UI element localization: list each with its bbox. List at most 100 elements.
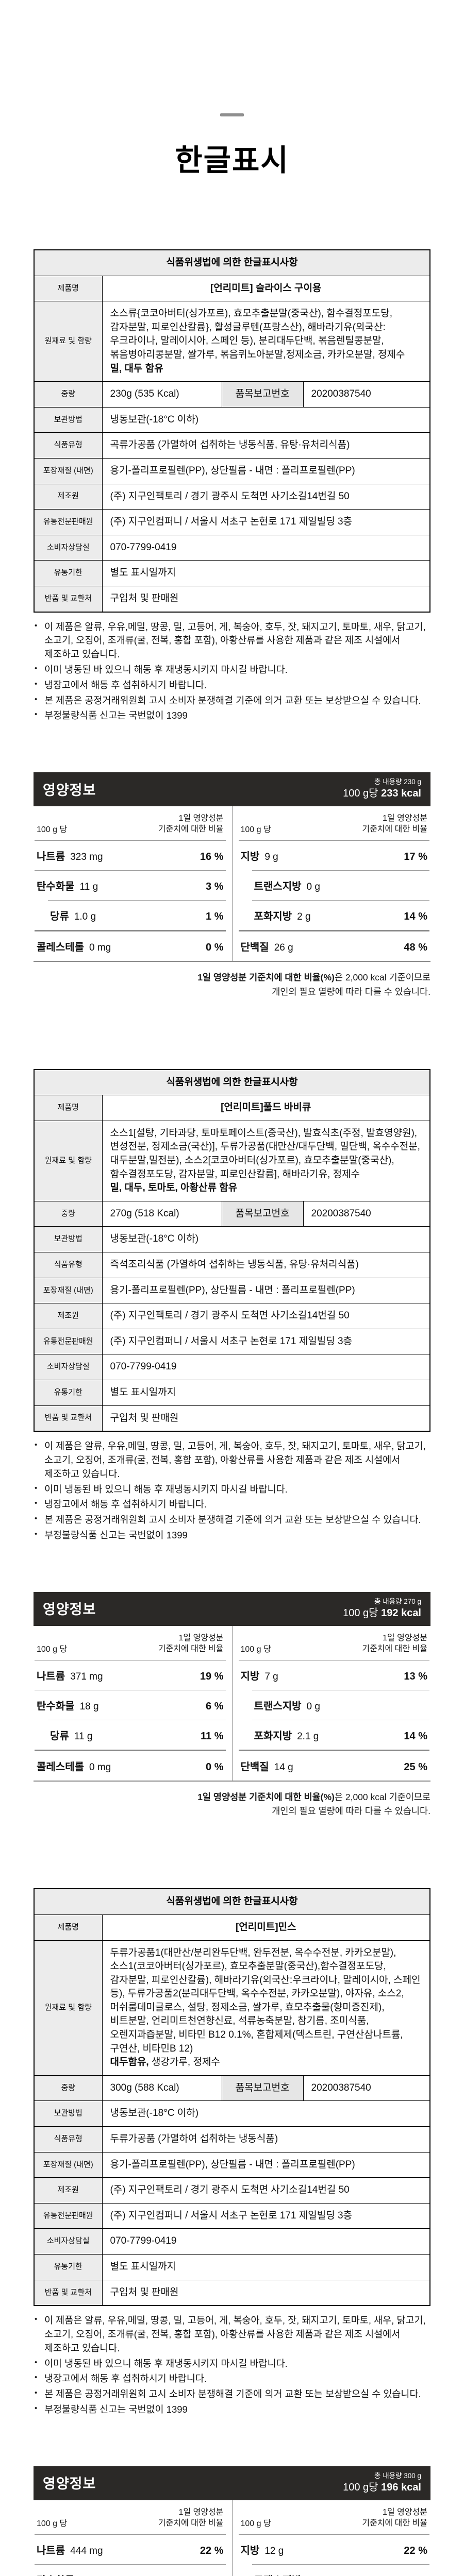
- per-label: 100 g 당: [240, 1645, 271, 1654]
- note-item: • 이 제품은 알류, 우유,메밀, 땅콩, 밀, 고등어, 게, 복숭아, 호두…: [34, 620, 430, 662]
- table-row: 중량 230g (535 Kcal) 품목보고번호 20200387540: [34, 381, 430, 408]
- page: 한글표시 식품위생법에 의한 한글표시사항 제품명 [언리미트] 슬라이스 구이…: [34, 0, 430, 2576]
- row-label-weight: 중량: [34, 2075, 103, 2102]
- nutrient-row-sodium: 나트륨 444 mg 22 %: [35, 2534, 226, 2564]
- allergen-text: 밀, 대두, 토마토, 아황산류 함유: [110, 1182, 238, 1194]
- total-amount: 총 내용량 270 g: [374, 1598, 421, 1606]
- distributor-value: (주) 지구인컴퍼니 / 서울시 서초구 논현로 171 제일빌딩 3층: [102, 509, 430, 535]
- row-label-customer-center: 소비자상담실: [34, 534, 103, 561]
- row-label-distributor: 유통전문판매원: [34, 2202, 103, 2229]
- daily-value-label: 1일 영양성분 기준치에 대한 비율: [158, 1633, 224, 1653]
- table-row: 유통기한 별도 표시일까지: [34, 2254, 430, 2280]
- bullet-icon: •: [35, 621, 38, 630]
- nutrient-row-cholesterol: 콜레스테롤 0 mg 0 %: [35, 1750, 226, 1781]
- returns-value: 구입처 및 판매원: [102, 1405, 430, 1432]
- bullet-icon: •: [35, 679, 38, 688]
- shelf-life-value: 별도 표시일까지: [102, 1379, 430, 1406]
- row-label-manufacturer: 제조원: [34, 2177, 103, 2204]
- food-label-table: 식품위생법에 의한 한글표시사항 제품명 [언리미트]풀드 바비큐 원재료 및 …: [34, 1069, 430, 1432]
- daily-value-label: 1일 영양성분 기준치에 대한 비율: [362, 814, 427, 834]
- note-text: 냉장고에서 해동 후 섭취하시기 바랍니다.: [44, 2373, 207, 2384]
- row-label-storage: 보관방법: [34, 2100, 103, 2127]
- row-label-shelf-life: 유통기한: [34, 1379, 103, 1406]
- notes-list: • 이 제품은 알류, 우유,메밀, 땅콩, 밀, 고등어, 게, 복숭아, 호두…: [34, 620, 430, 723]
- customer-center-value: 070-7799-0419: [102, 2228, 430, 2255]
- row-label-weight: 중량: [34, 381, 103, 408]
- product-name: [언리미트]풀드 바비큐: [102, 1095, 430, 1121]
- footnote-bold: 1일 영양성분 기준치에 대한 비율(%): [197, 1792, 335, 1803]
- distributor-value: (주) 지구인컴퍼니 / 서울시 서초구 논현로 171 제일빌딩 3층: [102, 1328, 430, 1355]
- note-item: • 본 제품은 공정거래위원회 고시 소비자 분쟁해결 기준에 의거 교환 또는 …: [34, 2387, 430, 2401]
- nutrition-column-left: 100 g 당 1일 영양성분 기준치에 대한 비율 나트륨 323 mg 16 %…: [34, 806, 232, 961]
- note-item: • 부정불량식품 신고는 국번없이 1399: [34, 1529, 430, 1543]
- food-type-value: 즉석조리식품 (가열하여 섭취하는 냉동식품, 유탕·유처리식품): [102, 1252, 430, 1278]
- nutrition-header: 영양정보 총 내용량 230 g 100 g당 233 kcal: [34, 772, 430, 807]
- table-header-row: 식품위생법에 의한 한글표시사항: [34, 1888, 430, 1915]
- nutrition-column-header: 100 g 당 1일 영양성분 기준치에 대한 비율: [239, 806, 430, 840]
- table-row: 제조원 (주) 지구인팩토리 / 경기 광주시 도척면 사기소길14번길 50: [34, 1303, 430, 1329]
- product-name: [언리미트]민스: [102, 1914, 430, 1941]
- row-label-packaging: 포장재질 (내면): [34, 2151, 103, 2178]
- nutrition-body: 100 g 당 1일 영양성분 기준치에 대한 비율 나트륨 444 mg 22 %…: [34, 2500, 430, 2576]
- report-no-label: 품목보고번호: [221, 2075, 304, 2102]
- row-label-ingredients: 원재료 및 함량: [34, 1120, 103, 1201]
- table-row: 중량 300g (588 Kcal) 품목보고번호 20200387540: [34, 2075, 430, 2102]
- footnote-bold: 1일 영양성분 기준치에 대한 비율(%): [197, 972, 335, 983]
- note-text: 이 제품은 알류, 우유,메밀, 땅콩, 밀, 고등어, 게, 복숭아, 호두,…: [44, 2315, 426, 2353]
- distributor-value: (주) 지구인컴퍼니 / 서울시 서초구 논현로 171 제일빌딩 3층: [102, 2202, 430, 2229]
- note-item: • 냉장고에서 해동 후 섭취하시기 바랍니다.: [34, 2372, 430, 2386]
- ingredients-cell: 소스류{코코아버터(싱가포르), 효모추출분말(중국산), 함수결정포도당, 감…: [102, 301, 430, 382]
- table-row: 포장재질 (내면) 용기-폴리프로필렌(PP), 상단필름 - 내면 : 폴리프…: [34, 1277, 430, 1304]
- row-label-product: 제품명: [34, 1914, 103, 1941]
- nutrient-row-carbs: 탄수화물9 g3 %: [35, 2564, 226, 2576]
- note-text: 이미 냉동된 바 있으니 해동 후 재냉동시키지 마시길 바랍니다.: [44, 2358, 288, 2369]
- ingredients-text: 소스1[설탕, 기타과당, 토마토페이스트(중국산), 발효식초(주정, 발효영…: [110, 1127, 420, 1180]
- row-label-food-type: 식품유형: [34, 432, 103, 459]
- row-label-customer-center: 소비자상담실: [34, 1354, 103, 1380]
- nutrition-header: 영양정보 총 내용량 270 g 100 g당 192 kcal: [34, 1591, 430, 1626]
- table-row: 제품명 [언리미트]풀드 바비큐: [34, 1095, 430, 1121]
- table-row: 소비자상담실 070-7799-0419: [34, 2228, 430, 2255]
- table-row: 보관방법 냉동보관(-18°C 이하): [34, 1226, 430, 1252]
- packaging-value: 용기-폴리프로필렌(PP), 상단필름 - 내면 : 폴리프로필렌(PP): [102, 1277, 430, 1304]
- bullet-icon: •: [35, 664, 38, 673]
- row-label-manufacturer: 제조원: [34, 1303, 103, 1329]
- report-no-value: 20200387540: [303, 381, 430, 408]
- product-name: [언리미트] 슬라이스 구이용: [102, 275, 430, 302]
- bullet-icon: •: [35, 2404, 38, 2413]
- row-label-customer-center: 소비자상담실: [34, 2228, 103, 2255]
- food-label-table: 식품위생법에 의한 한글표시사항 제품명 [언리미트] 슬라이스 구이용 원재료…: [34, 249, 430, 613]
- nutrient-row-protein: 단백질 26 g 48 %: [238, 930, 429, 961]
- nutrition-column-header: 100 g 당 1일 영양성분 기준치에 대한 비율: [35, 2500, 226, 2534]
- daily-value-label: 1일 영양성분 기준치에 대한 비율: [362, 1633, 427, 1653]
- manufacturer-value: (주) 지구인팩토리 / 경기 광주시 도척면 사기소길14번길 50: [102, 483, 430, 510]
- row-label-distributor: 유통전문판매원: [34, 1328, 103, 1355]
- per-label: 100 g 당: [37, 1645, 68, 1654]
- divider-dash: [220, 113, 244, 116]
- table-row: 소비자상담실 070-7799-0419: [34, 1354, 430, 1380]
- bullet-icon: •: [35, 694, 38, 704]
- shelf-life-value: 별도 표시일까지: [102, 2254, 430, 2280]
- page-title: 한글표시: [175, 144, 289, 177]
- info-table-title: 식품위생법에 의한 한글표시사항: [34, 249, 430, 276]
- weight-value: 230g (535 Kcal): [102, 381, 222, 408]
- note-text: 부정불량식품 신고는 국번없이 1399: [44, 1530, 188, 1541]
- note-text: 이 제품은 알류, 우유,메밀, 땅콩, 밀, 고등어, 게, 복숭아, 호두,…: [44, 1440, 426, 1479]
- nutrient-row-sodium: 나트륨 323 mg 16 %: [35, 840, 226, 870]
- table-header-row: 식품위생법에 의한 한글표시사항: [34, 1069, 430, 1096]
- row-label-product: 제품명: [34, 1095, 103, 1121]
- bullet-icon: •: [35, 2373, 38, 2382]
- note-text: 본 제품은 공정거래위원회 고시 소비자 분쟁해결 기준에 의거 교환 또는 보…: [44, 2388, 421, 2400]
- report-no-value: 20200387540: [303, 2075, 430, 2102]
- notes-list: • 이 제품은 알류, 우유,메밀, 땅콩, 밀, 고등어, 게, 복숭아, 호두…: [34, 1439, 430, 1543]
- table-row: 식품유형 즉석조리식품 (가열하여 섭취하는 냉동식품, 유탕·유처리식품): [34, 1252, 430, 1278]
- nutrition-footnote: 1일 영양성분 기준치에 대한 비율(%)은 2,000 kcal 기준이므로 …: [34, 1790, 430, 1818]
- daily-value-label: 1일 영양성분 기준치에 대한 비율: [158, 814, 224, 834]
- note-text: 본 제품은 공정거래위원회 고시 소비자 분쟁해결 기준에 의거 교환 또는 보…: [44, 694, 421, 706]
- row-label-returns: 반품 및 교환처: [34, 2279, 103, 2306]
- footnote-text-line2: 개인의 필요 열량에 따라 다를 수 있습니다.: [272, 986, 430, 997]
- note-item: • 이 제품은 알류, 우유,메밀, 땅콩, 밀, 고등어, 게, 복숭아, 호두…: [34, 1439, 430, 1481]
- per-label: 100 g 당: [240, 825, 271, 835]
- note-item: • 부정불량식품 신고는 국번없이 1399: [34, 709, 430, 723]
